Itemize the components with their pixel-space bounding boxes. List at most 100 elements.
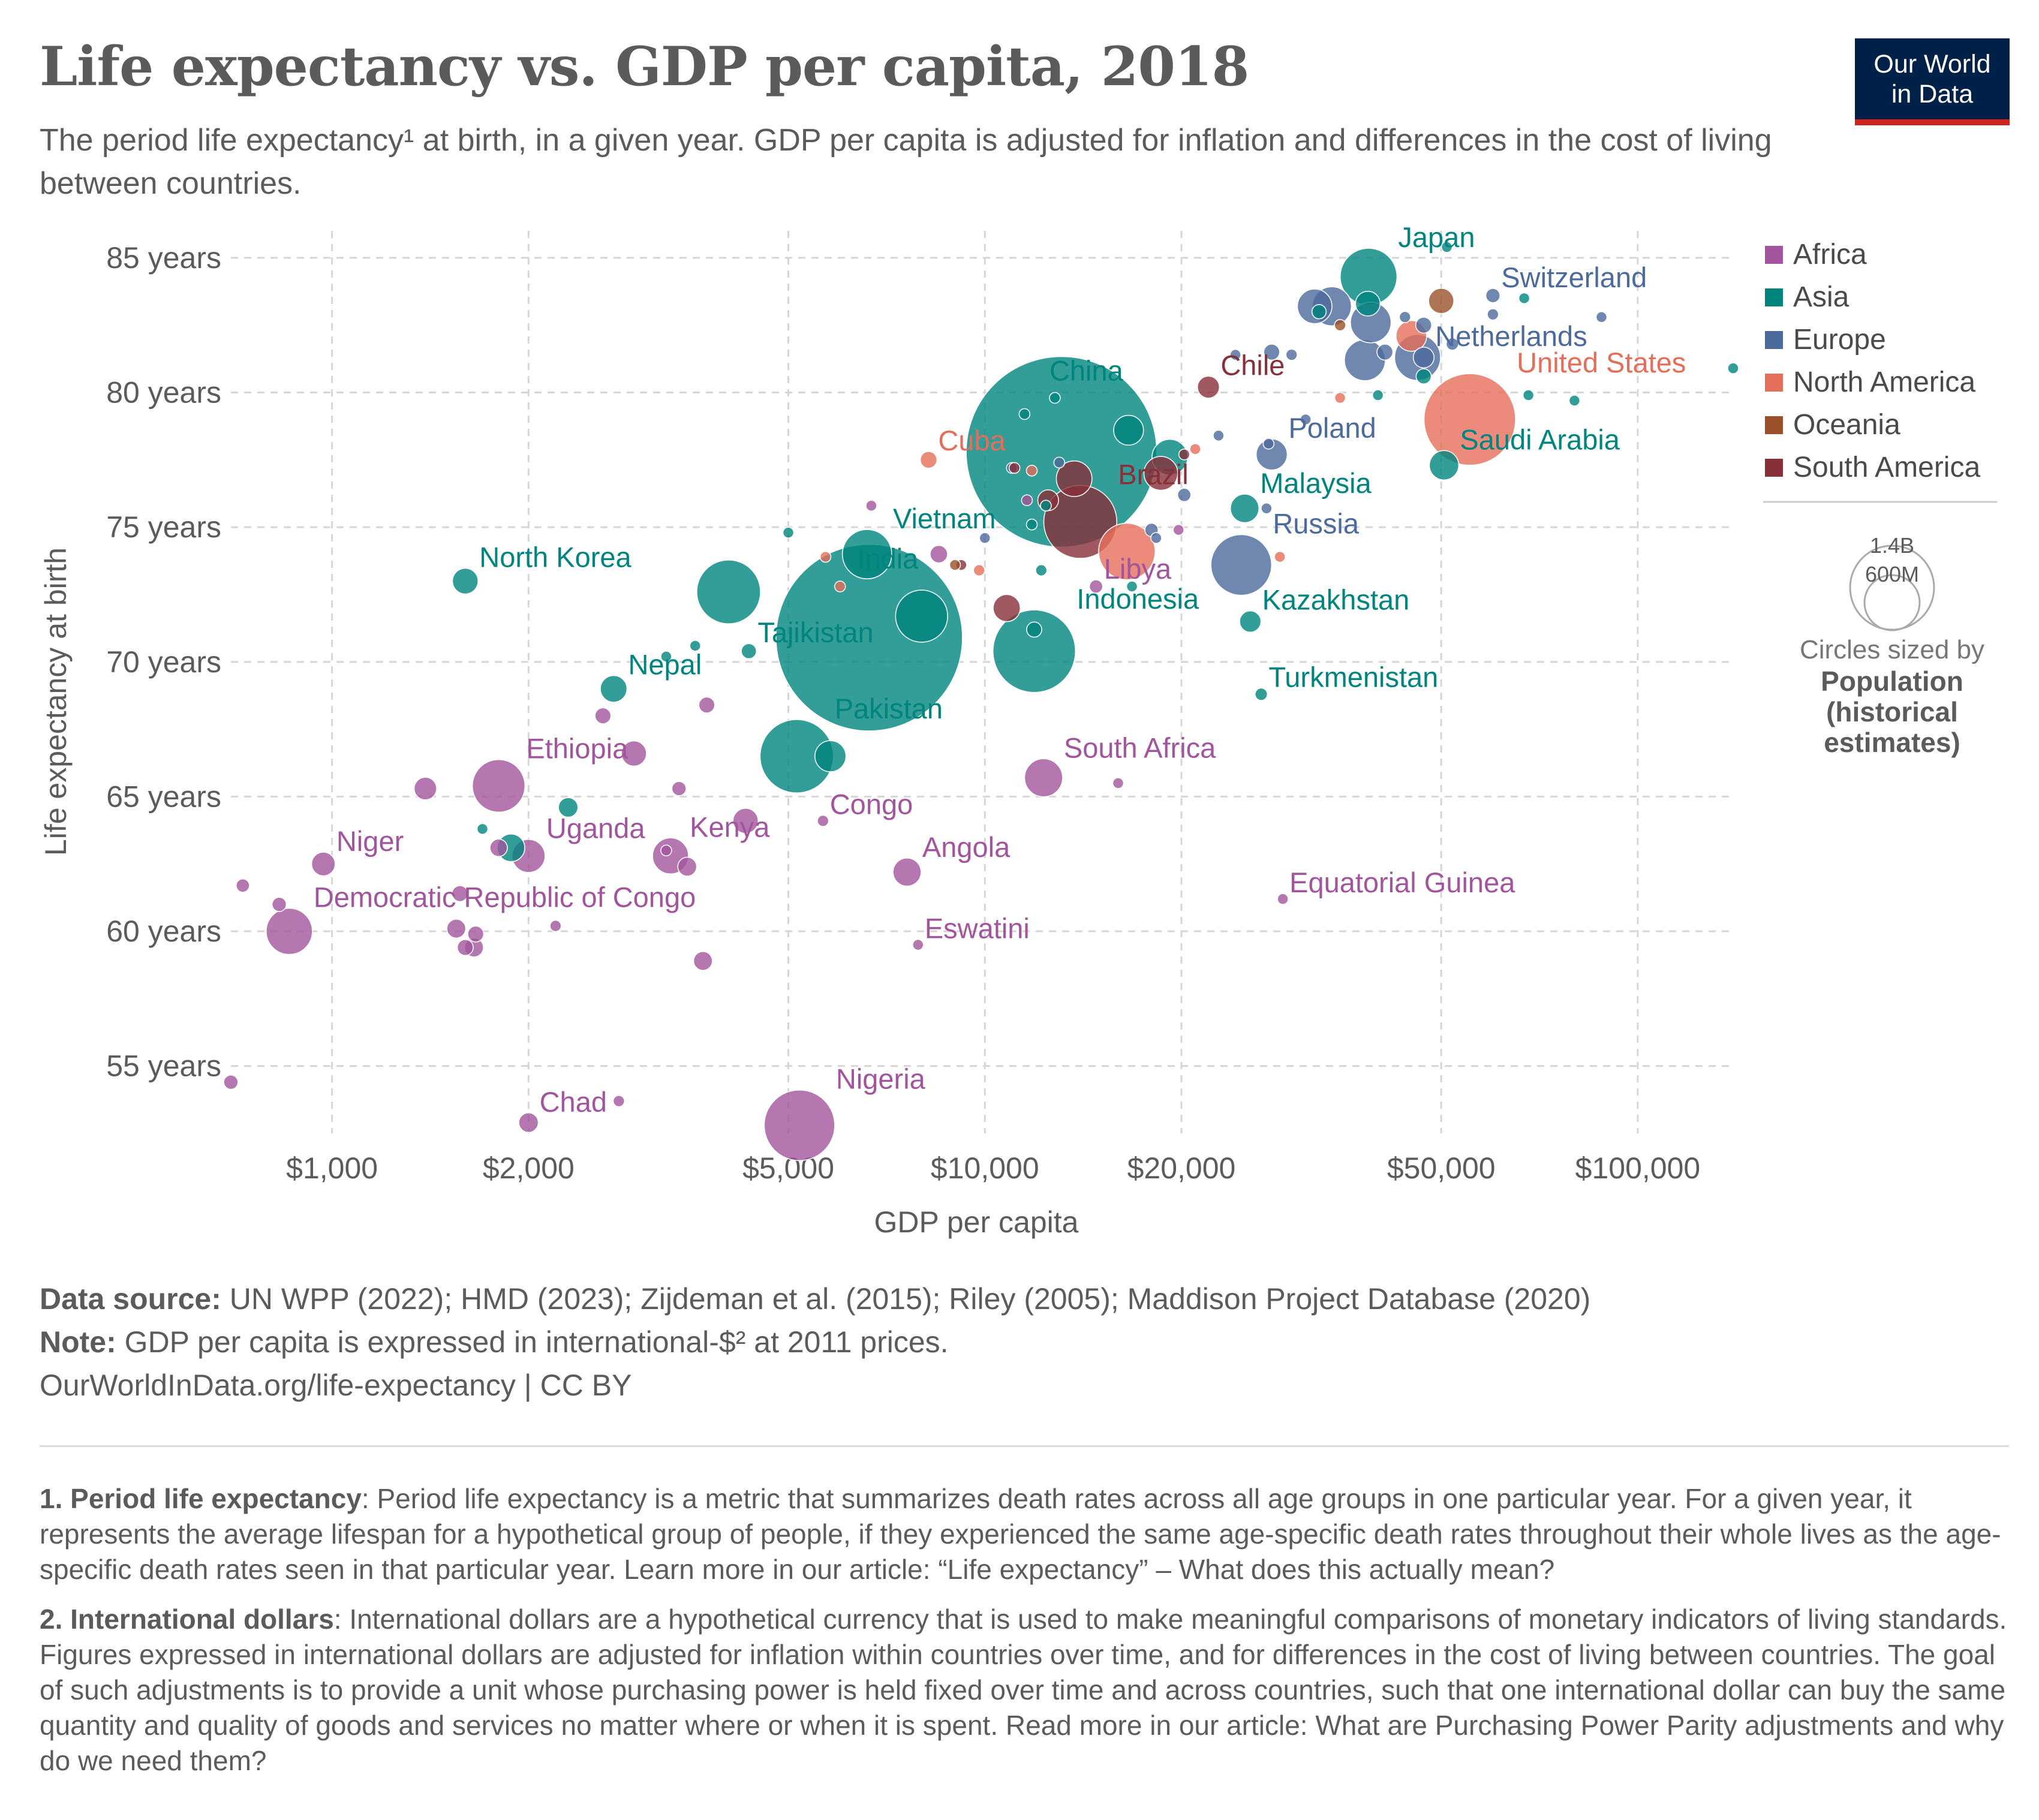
data-point[interactable] [1021, 494, 1033, 507]
data-point[interactable] [1008, 462, 1021, 474]
data-point[interactable] [1143, 456, 1178, 491]
data-point[interactable] [1150, 532, 1162, 544]
point-democratic-republic-of-congo[interactable] [266, 907, 313, 955]
data-point[interactable] [1440, 241, 1453, 253]
data-point[interactable] [1262, 438, 1275, 450]
point-turkmenistan[interactable] [1255, 687, 1268, 701]
data-point[interactable] [621, 740, 647, 767]
point-libya[interactable] [1088, 579, 1103, 594]
data-point[interactable] [456, 938, 474, 956]
data-point[interactable] [1113, 414, 1144, 446]
data-point[interactable] [476, 823, 489, 835]
point-switzerland[interactable] [1485, 288, 1501, 303]
data-point[interactable] [1445, 337, 1459, 351]
data-point[interactable] [1035, 564, 1048, 577]
data-point[interactable] [696, 559, 761, 624]
data-point[interactable] [949, 559, 961, 571]
data-point[interactable] [930, 545, 948, 564]
data-point[interactable] [814, 740, 847, 772]
data-point[interactable] [1285, 348, 1298, 361]
data-point[interactable] [973, 564, 985, 577]
point-congo[interactable] [817, 814, 829, 828]
data-point[interactable] [594, 707, 612, 724]
data-point[interactable] [467, 925, 485, 943]
data-point[interactable] [1229, 348, 1241, 361]
legend-item[interactable]: South America [1793, 452, 1980, 483]
owid-logo[interactable]: Our World in Data [1855, 38, 2010, 125]
data-point[interactable] [1334, 392, 1346, 404]
data-point[interactable] [271, 897, 287, 912]
legend-swatch[interactable] [1765, 246, 1783, 264]
data-point[interactable] [993, 594, 1021, 622]
data-point[interactable] [1311, 304, 1327, 320]
data-point[interactable] [1263, 344, 1280, 361]
data-point[interactable] [1178, 449, 1190, 461]
point-malaysia[interactable] [1229, 494, 1259, 524]
data-point[interactable] [689, 640, 701, 652]
data-point[interactable] [1112, 777, 1124, 789]
data-point[interactable] [549, 919, 562, 932]
data-point[interactable] [693, 951, 713, 971]
data-point[interactable] [1274, 550, 1286, 563]
data-point[interactable] [1415, 368, 1432, 384]
point-indonesia[interactable] [993, 609, 1076, 693]
data-point[interactable] [451, 885, 468, 903]
point-ethiopia[interactable] [471, 759, 526, 813]
data-point[interactable] [1018, 408, 1031, 420]
point-chile[interactable] [1196, 375, 1220, 399]
data-point[interactable] [1040, 500, 1052, 512]
point-kazakhstan[interactable] [1239, 610, 1262, 633]
legend-item[interactable]: Africa [1793, 239, 1867, 270]
data-point[interactable] [1522, 389, 1535, 401]
data-point[interactable] [1568, 395, 1581, 407]
legend-swatch[interactable] [1765, 288, 1783, 306]
data-point[interactable] [732, 808, 759, 834]
point-cuba[interactable] [919, 451, 938, 469]
region-legend[interactable]: Africa Asia Europe North America Oceania Sout… [1765, 239, 1980, 483]
source-url[interactable]: OurWorldInData.org/life-expectancy | CC … [40, 1368, 632, 1402]
data-point[interactable] [1595, 311, 1608, 323]
data-points[interactable] [223, 241, 1739, 1162]
legend-item[interactable]: North America [1793, 366, 1975, 398]
legend-swatch[interactable] [1765, 459, 1783, 477]
data-point[interactable] [1049, 392, 1061, 404]
point-equatorial-guinea[interactable] [1277, 893, 1289, 905]
data-point[interactable] [660, 844, 672, 857]
point-united-states[interactable] [1423, 373, 1516, 466]
data-point[interactable] [1189, 443, 1201, 455]
data-point[interactable] [1428, 288, 1454, 314]
data-point[interactable] [671, 781, 687, 796]
point-north-korea[interactable] [452, 567, 479, 595]
data-point[interactable] [819, 550, 832, 563]
data-point[interactable] [1344, 339, 1386, 381]
data-point[interactable] [1355, 290, 1381, 317]
data-point[interactable] [1372, 389, 1384, 401]
data-point[interactable] [612, 1094, 625, 1108]
data-point[interactable] [1487, 308, 1499, 321]
data-point[interactable] [1399, 311, 1411, 323]
point-niger[interactable] [311, 852, 336, 877]
data-point[interactable] [1334, 319, 1346, 332]
data-point[interactable] [895, 589, 948, 643]
point-russia[interactable] [1210, 534, 1273, 596]
data-point[interactable] [1126, 580, 1138, 592]
data-point[interactable] [1172, 524, 1184, 536]
data-point[interactable] [1300, 413, 1312, 426]
data-point[interactable] [1026, 621, 1042, 638]
point-eswatini[interactable] [912, 938, 924, 951]
point-saudi-arabia[interactable] [1428, 450, 1460, 481]
data-point[interactable] [1518, 292, 1530, 305]
point-nepal[interactable] [600, 675, 628, 703]
legend-swatch[interactable] [1765, 331, 1783, 349]
legend-swatch[interactable] [1765, 416, 1783, 434]
data-point[interactable] [865, 500, 877, 512]
legend-swatch[interactable] [1765, 374, 1783, 392]
point-nigeria[interactable] [763, 1089, 835, 1162]
data-point[interactable] [413, 777, 437, 801]
point-chad[interactable] [518, 1112, 539, 1133]
data-point[interactable] [489, 838, 508, 858]
data-point[interactable] [782, 527, 795, 539]
data-point[interactable] [698, 696, 715, 714]
data-point[interactable] [558, 797, 579, 818]
data-point[interactable] [1261, 502, 1273, 515]
